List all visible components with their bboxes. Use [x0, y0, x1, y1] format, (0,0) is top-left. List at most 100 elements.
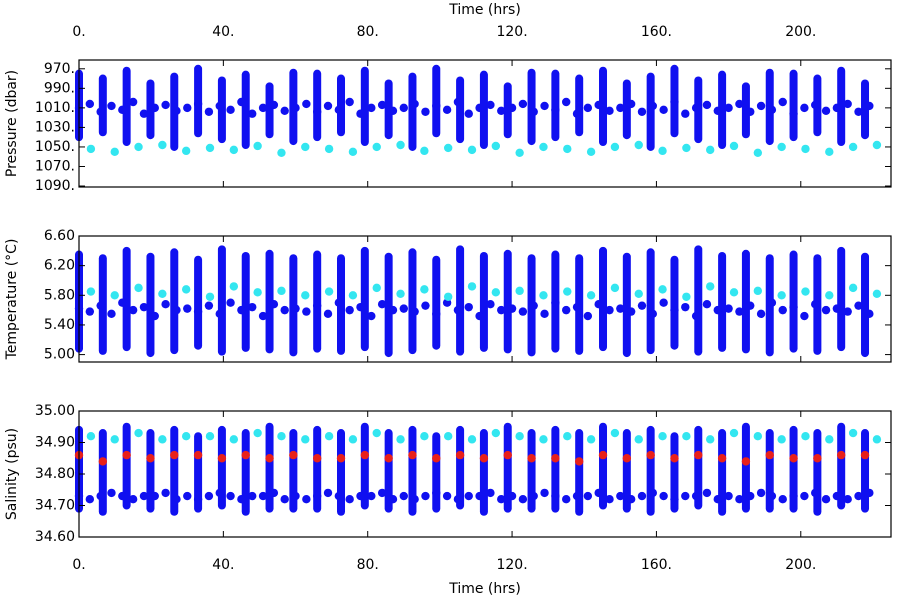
point: [183, 304, 192, 313]
point: [821, 305, 831, 315]
point: [122, 450, 131, 460]
point: [789, 491, 798, 501]
point: [453, 97, 463, 107]
point: [248, 491, 257, 501]
point: [399, 491, 408, 501]
point: [594, 488, 603, 498]
point: [443, 143, 453, 153]
point: [204, 301, 214, 310]
point: [237, 305, 246, 315]
point: [150, 103, 159, 113]
point: [610, 283, 620, 293]
point: [491, 288, 501, 297]
point: [658, 432, 667, 441]
point: [800, 311, 809, 321]
point: [479, 454, 489, 463]
point: [586, 291, 596, 300]
point: [746, 491, 755, 501]
y-tick-label: 1070.: [35, 158, 75, 174]
point: [583, 491, 593, 501]
point: [312, 301, 322, 310]
point: [670, 495, 679, 504]
point: [377, 488, 387, 498]
point: [717, 454, 727, 463]
point: [670, 97, 679, 107]
point: [767, 491, 777, 501]
x-tick-label: 200.: [785, 557, 816, 573]
point: [193, 450, 203, 460]
point: [605, 305, 614, 315]
point: [420, 432, 429, 441]
point: [634, 140, 643, 150]
point: [384, 454, 393, 463]
point: [432, 454, 441, 463]
point: [301, 291, 310, 300]
point: [658, 285, 667, 294]
point: [442, 491, 452, 501]
point: [277, 148, 286, 158]
point: [605, 495, 614, 504]
point: [551, 491, 560, 501]
point: [778, 305, 787, 315]
point: [86, 144, 96, 154]
point: [172, 305, 181, 315]
point: [336, 454, 346, 463]
point: [801, 432, 810, 441]
y-axis-label: Salinity (psu): [4, 428, 20, 520]
point: [848, 428, 858, 438]
point: [334, 298, 344, 307]
y-tick-label: 5.80: [44, 287, 75, 303]
point: [110, 147, 119, 157]
y-tick-label: 34.60: [35, 529, 75, 545]
point: [96, 491, 105, 501]
point: [778, 495, 787, 504]
point: [832, 304, 842, 313]
point: [518, 495, 528, 504]
point: [410, 495, 419, 504]
point: [312, 454, 322, 463]
y-tick-label: 6.20: [44, 258, 75, 274]
point: [399, 304, 408, 313]
point: [323, 488, 333, 498]
point: [396, 289, 405, 299]
point: [598, 450, 608, 460]
point: [172, 495, 181, 504]
y-tick-label: 5.40: [44, 317, 75, 333]
point: [691, 491, 701, 501]
point: [702, 488, 712, 498]
point: [118, 105, 127, 115]
point: [729, 141, 739, 151]
point: [681, 109, 690, 118]
point: [705, 282, 715, 291]
x-tick-label: 80.: [357, 24, 379, 40]
point: [586, 435, 596, 444]
point: [637, 301, 647, 310]
point: [574, 457, 584, 466]
point: [562, 305, 571, 315]
point: [215, 488, 224, 498]
point: [491, 428, 501, 438]
y-tick-label: 35.00: [35, 403, 75, 419]
point: [248, 302, 257, 312]
point: [107, 101, 116, 111]
point: [348, 435, 358, 444]
point: [475, 103, 484, 113]
point: [377, 100, 387, 110]
point: [372, 428, 381, 438]
x-tick-label: 0.: [72, 557, 85, 573]
x-axis-label: Time (hrs): [448, 581, 521, 597]
point: [110, 291, 119, 300]
point: [467, 435, 477, 444]
point: [455, 450, 465, 460]
point: [408, 450, 417, 460]
point: [729, 288, 739, 297]
point: [204, 107, 214, 116]
point: [529, 491, 538, 501]
point: [562, 97, 571, 107]
point: [253, 288, 262, 297]
point: [443, 292, 453, 301]
point: [432, 309, 441, 319]
point: [658, 146, 667, 156]
point: [634, 289, 643, 299]
point: [356, 491, 365, 501]
